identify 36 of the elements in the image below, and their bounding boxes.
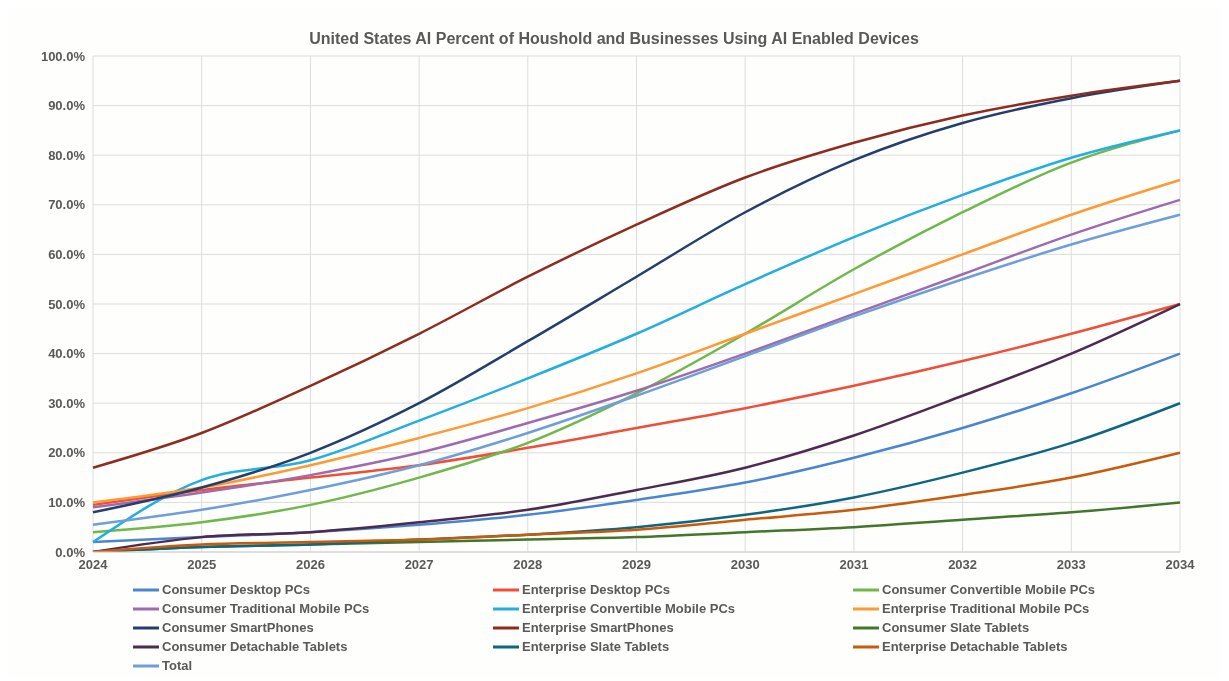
x-tick-label: 2024 xyxy=(78,557,109,573)
x-tick-label: 2033 xyxy=(1056,557,1086,573)
legend-label: Enterprise Slate Tablets xyxy=(522,639,670,654)
y-tick-label: 60.0% xyxy=(48,247,86,263)
x-tick-label: 2031 xyxy=(839,557,869,573)
legend-label: Consumer Desktop PCs xyxy=(162,582,311,597)
x-tick-label: 2026 xyxy=(295,557,325,573)
legend-label: Enterprise Desktop PCs xyxy=(522,582,671,597)
x-tick-label: 2027 xyxy=(404,557,434,573)
x-tick-label: 2025 xyxy=(187,557,217,573)
legend-label: Enterprise Convertible Mobile PCs xyxy=(522,601,736,616)
y-tick-label: 30.0% xyxy=(48,395,86,411)
y-tick-label: 40.0% xyxy=(48,346,86,362)
legend-label: Consumer Convertible Mobile PCs xyxy=(882,582,1096,597)
legend-label: Consumer Traditional Mobile PCs xyxy=(162,601,370,616)
legend-label: Enterprise SmartPhones xyxy=(522,620,674,635)
x-tick-label: 2028 xyxy=(513,557,543,573)
legend-label: Consumer SmartPhones xyxy=(162,620,314,635)
legend-label: Enterprise Traditional Mobile PCs xyxy=(882,601,1090,616)
y-tick-label: 0.0% xyxy=(55,544,86,560)
x-tick-label: 2029 xyxy=(622,557,651,573)
legend-label: Total xyxy=(162,658,193,673)
x-tick-label: 2030 xyxy=(730,557,760,573)
y-tick-label: 90.0% xyxy=(48,98,86,114)
x-tick-label: 2034 xyxy=(1165,557,1196,573)
y-tick-label: 50.0% xyxy=(48,296,86,312)
legend-label: Consumer Detachable Tablets xyxy=(162,639,348,654)
legend-label: Consumer Slate Tablets xyxy=(882,620,1030,635)
x-tick-label: 2032 xyxy=(948,557,978,573)
legend-label: Enterprise Detachable Tablets xyxy=(882,639,1068,654)
y-tick-label: 100.0% xyxy=(40,48,86,64)
chart-title: United States AI Percent of Houshold and Businesses Using AI Enabled Devices xyxy=(308,29,920,48)
y-tick-label: 20.0% xyxy=(48,445,86,461)
y-tick-label: 70.0% xyxy=(48,197,86,213)
y-tick-label: 10.0% xyxy=(48,495,86,511)
y-tick-label: 80.0% xyxy=(48,147,86,163)
